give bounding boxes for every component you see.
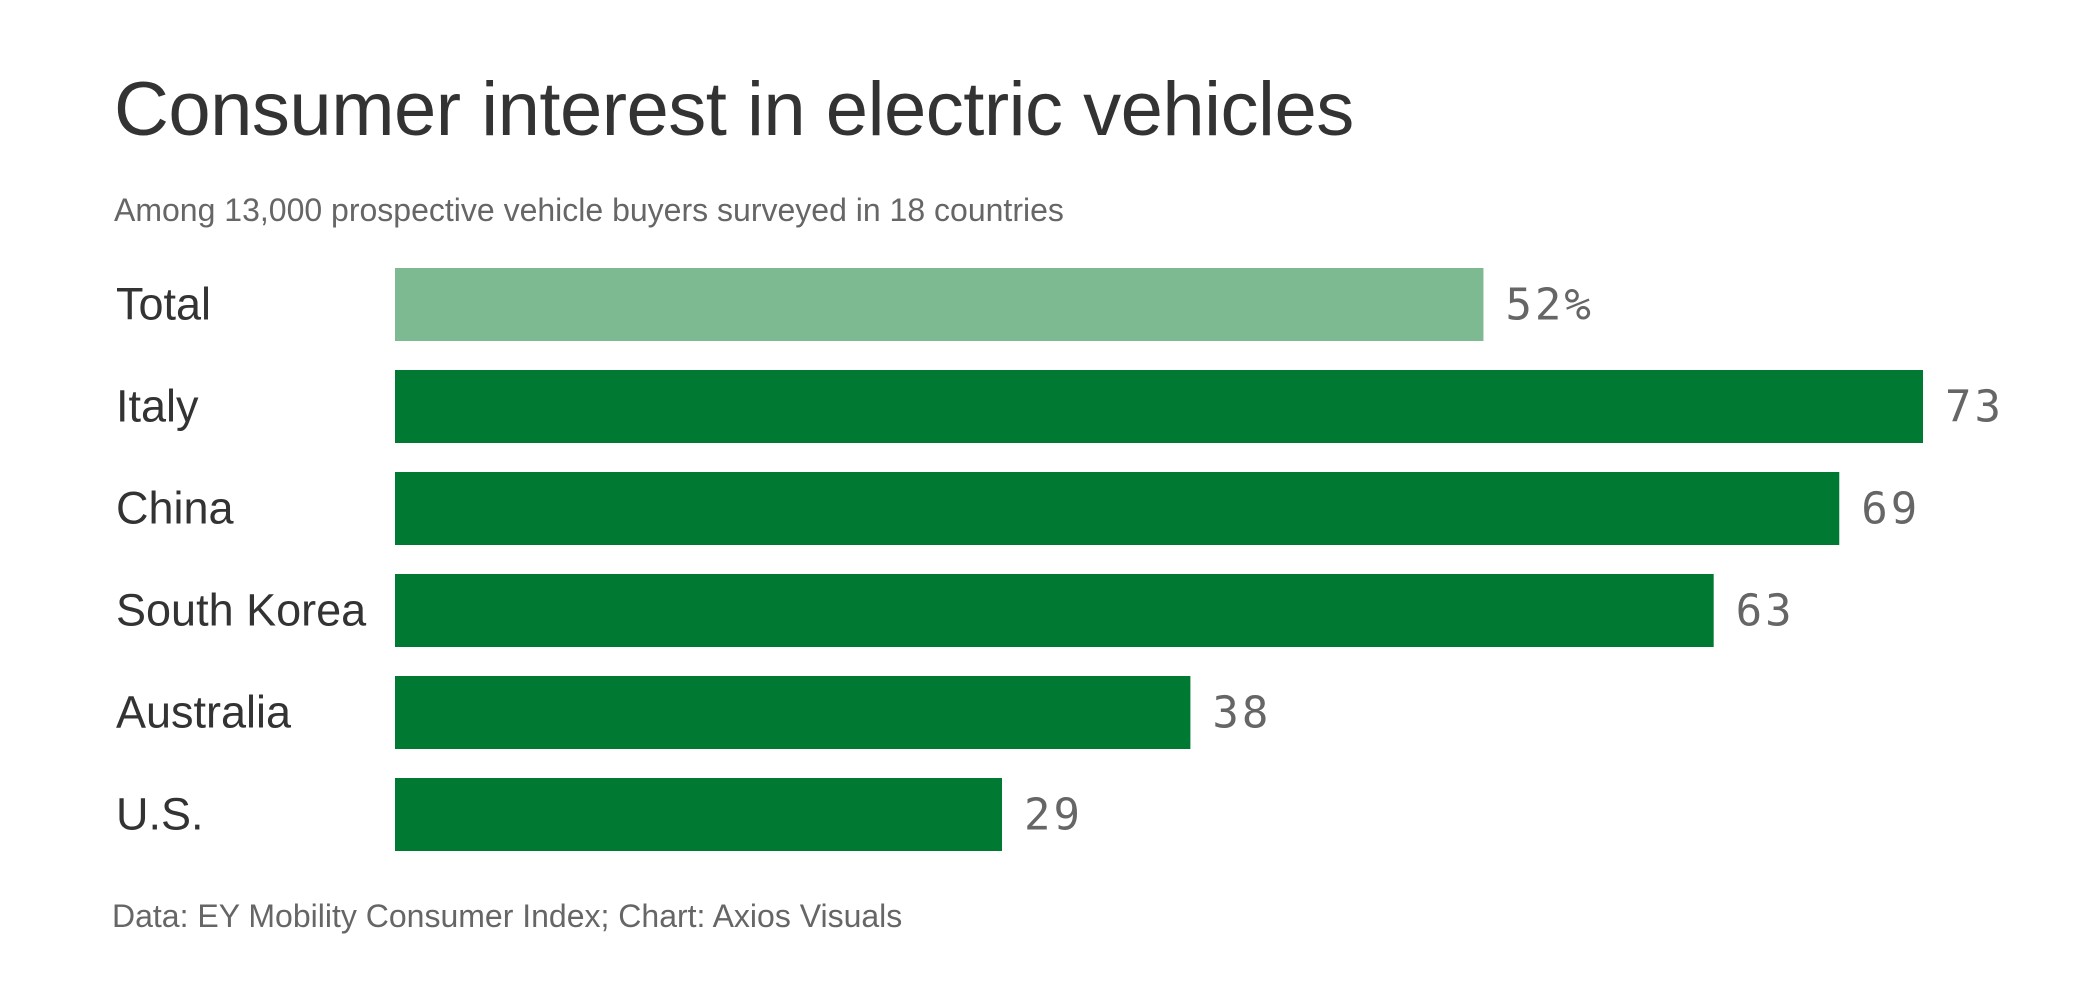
category-label: China [116, 483, 235, 534]
value-label: 73 [1945, 382, 2004, 433]
bar [395, 370, 1923, 443]
category-label: Italy [116, 381, 199, 432]
bar [395, 574, 1714, 647]
value-label: 63 [1736, 586, 1795, 637]
chart-title: Consumer interest in electric vehicles [114, 67, 1354, 152]
bar [395, 472, 1840, 545]
category-label: U.S. [116, 789, 204, 840]
chart-source: Data: EY Mobility Consumer Index; Chart:… [112, 898, 903, 934]
category-label: South Korea [116, 585, 367, 636]
bar [395, 676, 1191, 749]
value-label: 52% [1505, 280, 1593, 331]
value-label: 29 [1024, 790, 1083, 841]
bar [395, 268, 1484, 341]
value-label: 69 [1861, 484, 1920, 535]
value-label: 38 [1212, 688, 1271, 739]
bar [395, 778, 1003, 851]
category-label: Total [116, 279, 211, 330]
category-label: Australia [116, 687, 292, 738]
chart-subtitle: Among 13,000 prospective vehicle buyers … [114, 192, 1064, 228]
